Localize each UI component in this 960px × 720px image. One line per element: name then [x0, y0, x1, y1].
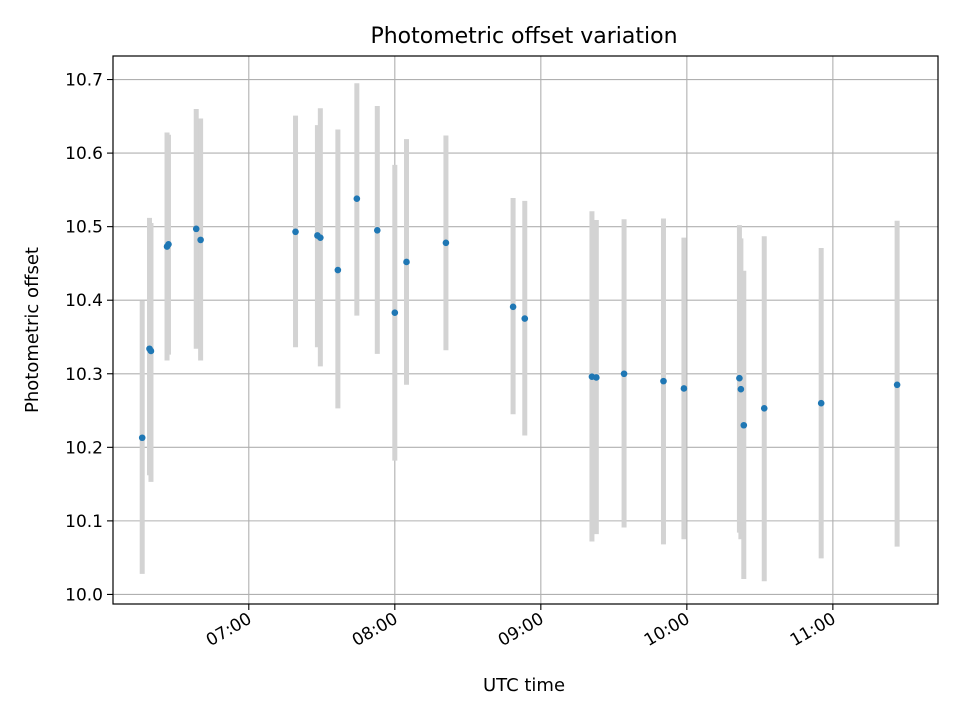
data-point-0	[138, 434, 146, 442]
data-point-22	[680, 385, 688, 392]
x-axis-label: UTC time	[483, 675, 565, 696]
y-axis-label: Photometric offset	[22, 247, 43, 413]
data-point-13	[391, 309, 399, 317]
data-point-21	[660, 377, 667, 385]
data-point-26	[760, 405, 768, 412]
data-point-11	[353, 195, 361, 203]
y-tick-label-2: 10.2	[65, 438, 103, 458]
data-point-24	[737, 385, 745, 393]
data-point-15	[442, 239, 450, 247]
data-point-19	[593, 374, 600, 381]
data-point-23	[736, 374, 743, 382]
y-tick-label-5: 10.5	[65, 218, 103, 238]
y-tick-label-6: 10.6	[65, 144, 103, 164]
data-point-10	[334, 266, 342, 274]
data-point-5	[192, 225, 200, 233]
y-tick-label-1: 10.1	[65, 512, 103, 532]
data-point-9	[317, 234, 324, 241]
data-point-28	[893, 381, 901, 389]
data-point-6	[197, 236, 204, 244]
data-points	[138, 195, 901, 442]
plot-frame	[112, 55, 939, 605]
y-axis-ticks: 10.0 10.1 10.2 10.3 10.4 10.5 10.6 10.7	[65, 71, 113, 605]
data-point-16	[509, 303, 517, 311]
y-tick-label-0: 10.0	[65, 585, 103, 605]
data-point-17	[521, 315, 529, 322]
data-point-7	[292, 228, 299, 236]
y-tick-label-3: 10.3	[65, 365, 103, 385]
y-tick-label-7: 10.7	[65, 71, 103, 91]
data-point-25	[740, 421, 748, 429]
data-point-14	[403, 258, 410, 266]
data-point-12	[373, 227, 381, 234]
data-point-4	[165, 241, 172, 248]
data-point-27	[817, 399, 825, 407]
data-point-2	[147, 347, 155, 355]
data-point-20	[620, 370, 628, 378]
chart-title: Photometric offset variation	[370, 24, 677, 49]
y-tick-label-4: 10.4	[65, 291, 103, 311]
